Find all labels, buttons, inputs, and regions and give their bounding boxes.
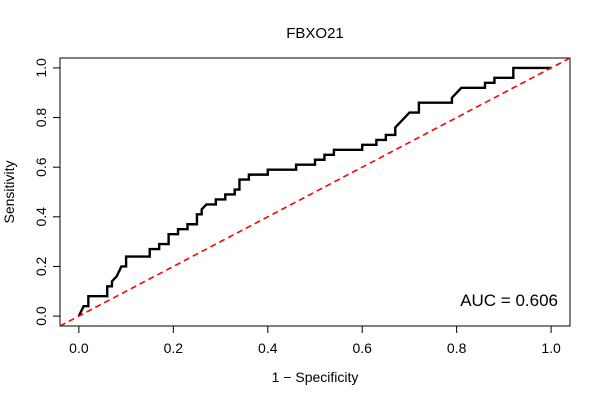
x-tick-label: 1.0 bbox=[541, 340, 561, 356]
plot-box bbox=[59, 57, 571, 327]
x-tick-label: 0.2 bbox=[164, 340, 184, 356]
y-axis-label: Sensitivity bbox=[1, 160, 17, 223]
x-axis-label: 1 − Specificity bbox=[272, 369, 359, 385]
y-tick-label: 0.0 bbox=[33, 306, 49, 326]
y-tick-label: 0.2 bbox=[33, 257, 49, 277]
chart-title: FBXO21 bbox=[286, 25, 344, 42]
annotation: AUC = 0.606 bbox=[460, 291, 558, 310]
series-line bbox=[77, 66, 552, 317]
y-tick-label: 0.6 bbox=[33, 157, 49, 177]
series-line bbox=[60, 58, 570, 326]
x-tick-label: 0.4 bbox=[258, 340, 278, 356]
y-tick-label: 0.8 bbox=[33, 108, 49, 128]
y-tick-label: 1.0 bbox=[33, 58, 49, 78]
x-tick-label: 0.0 bbox=[69, 340, 89, 356]
x-tick-label: 0.6 bbox=[352, 340, 372, 356]
y-tick-label: 0.4 bbox=[33, 207, 49, 227]
x-tick-label: 0.8 bbox=[447, 340, 467, 356]
